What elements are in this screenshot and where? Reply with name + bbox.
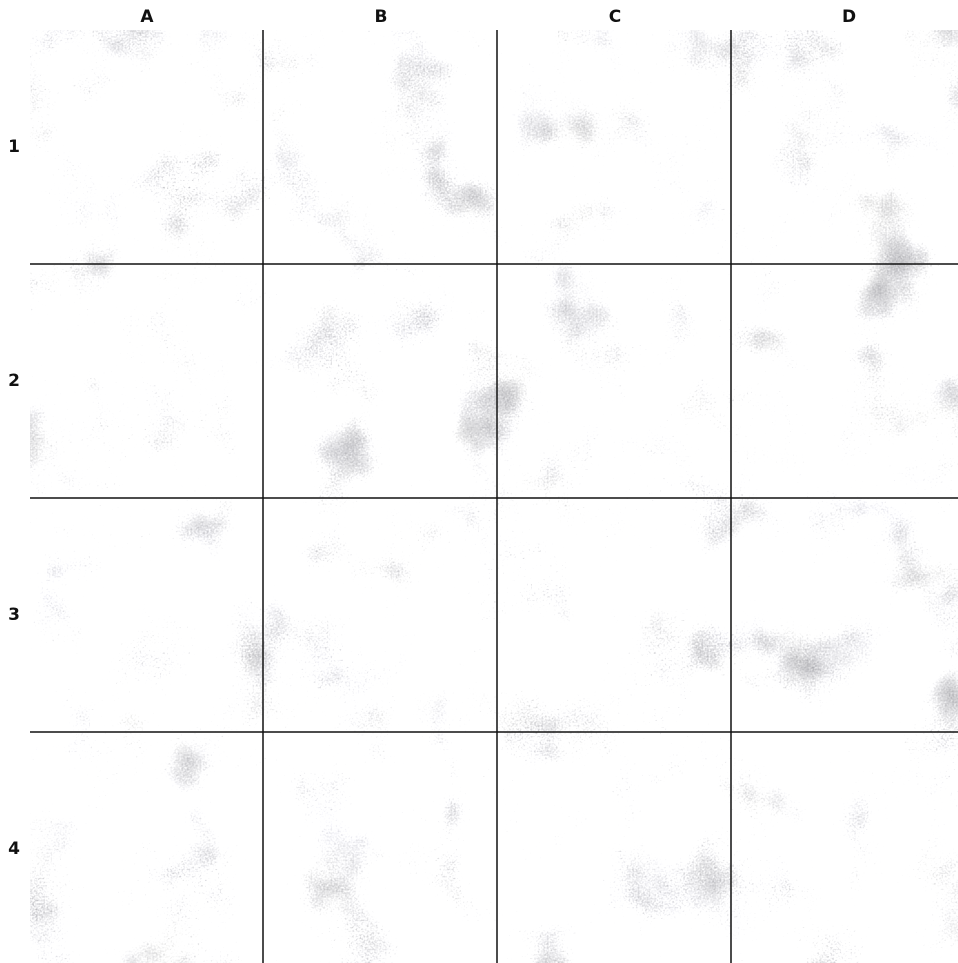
mosaic-grid: A B C D 1 2 3 4	[0, 0, 958, 963]
column-label: B	[375, 7, 388, 27]
column-label: A	[140, 7, 154, 27]
column-label: C	[609, 7, 621, 27]
page: ABCD1234 (() => { const data = JSON.pars…	[0, 0, 958, 963]
row-label: 3	[8, 605, 20, 625]
row-label: 2	[8, 371, 20, 391]
row-label: 4	[8, 839, 20, 859]
mosaic-texture	[30, 30, 958, 963]
row-label: 1	[8, 137, 20, 157]
column-label: D	[842, 7, 856, 27]
